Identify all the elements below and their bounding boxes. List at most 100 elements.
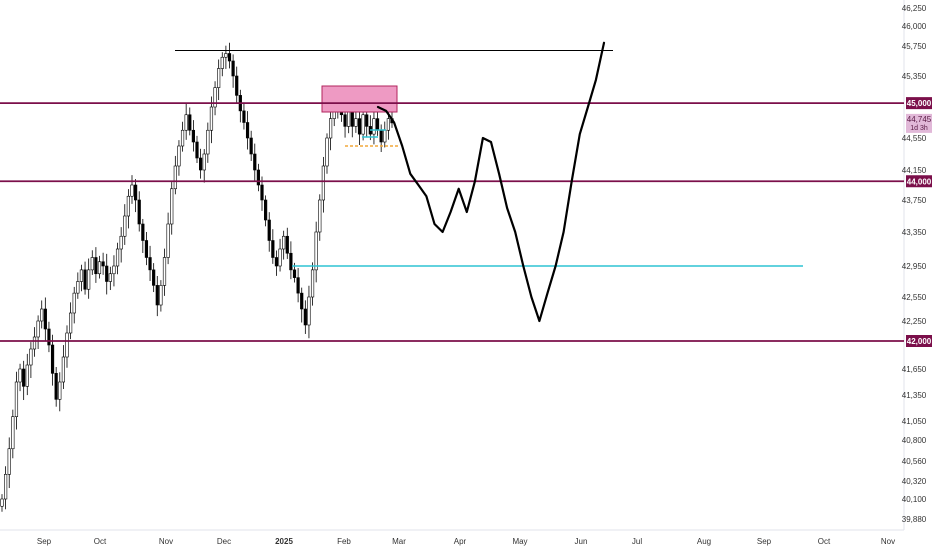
candle-body [191, 129, 195, 143]
candle-body [29, 348, 33, 366]
price-tick-label: 44,550 [902, 134, 927, 143]
projection-path[interactable] [376, 41, 606, 323]
candle-body [162, 257, 167, 286]
candle-body [347, 110, 351, 127]
candle-body [343, 114, 347, 127]
horizontal-levels [0, 102, 904, 342]
candle-body [264, 199, 268, 221]
candle-body [40, 308, 44, 322]
candle-body [50, 344, 55, 374]
level-42000-label: 42,000 [907, 337, 932, 346]
price-tick-label: 39,880 [902, 515, 927, 524]
candle-body [25, 364, 29, 387]
price-tick-label: 43,750 [902, 196, 927, 205]
time-tick-label: May [512, 537, 527, 546]
candle-body [0, 498, 4, 507]
candle-body [61, 356, 65, 383]
candle-body [361, 114, 365, 135]
candle-body [375, 118, 380, 131]
candle-body [235, 75, 239, 96]
price-tick-label: 40,100 [902, 495, 927, 504]
candle-body [130, 184, 134, 197]
price-tick-label: 43,350 [902, 228, 927, 237]
price-tick-label: 41,350 [902, 391, 927, 400]
candle-body [134, 184, 138, 201]
candle-body [296, 277, 300, 294]
price-tick-label: 40,320 [902, 477, 927, 486]
candle-body [137, 199, 141, 225]
price-tick-label: 41,050 [902, 417, 927, 426]
candle-body [54, 373, 58, 400]
candle-body [321, 165, 325, 201]
candle-body [148, 257, 152, 271]
candle-body [292, 269, 297, 278]
candle-body [58, 381, 62, 400]
candle-body [199, 157, 203, 171]
candle-body [177, 145, 181, 167]
time-tick-label: Nov [159, 537, 173, 546]
candle-body [126, 195, 130, 217]
candle-body [76, 281, 80, 294]
candle-body [36, 320, 40, 338]
time-tick-label: Feb [337, 537, 351, 546]
candle-body [94, 257, 98, 275]
candle-body [65, 332, 69, 358]
candle-body [180, 129, 185, 147]
price-tick-label: 42,950 [902, 262, 927, 271]
candle-body [256, 169, 260, 186]
candle-body [386, 118, 390, 131]
candle-body [274, 257, 279, 267]
price-tick-label: 46,250 [902, 4, 927, 13]
price-tick-label: 44,150 [902, 166, 927, 175]
candle-body [184, 114, 188, 131]
candle-body [314, 231, 318, 271]
level-42000-label-box [906, 335, 932, 347]
candle-body [159, 285, 163, 306]
price-tick-label: 40,560 [902, 457, 927, 466]
candle-body [155, 285, 159, 306]
candle-body [267, 219, 271, 241]
time-tick-label: Mar [392, 537, 406, 546]
candle-body [354, 118, 358, 127]
time-tick-label: Oct [818, 537, 831, 546]
candle-body [32, 336, 37, 350]
candle-body [213, 87, 217, 108]
candle-body [285, 235, 289, 254]
candle-body [43, 308, 47, 330]
candle-body [217, 68, 221, 88]
level-44000-label: 44,000 [907, 177, 932, 186]
candle-body [206, 129, 210, 155]
time-tick-label: Oct [94, 537, 107, 546]
candle-body [166, 223, 170, 258]
price-tick-label: 45,350 [902, 72, 927, 81]
time-tick-label: Jun [575, 537, 588, 546]
resistance-zone-group [321, 85, 398, 113]
candle-body [79, 269, 84, 282]
time-tick-label: Aug [697, 537, 711, 546]
candle-body [69, 312, 73, 334]
candle-body [350, 110, 354, 127]
current-price-countdown: 1d 3h [910, 125, 928, 132]
resistance-zone-box [321, 85, 398, 113]
candle-body [307, 296, 311, 326]
candle-body [105, 265, 109, 282]
candle-body [115, 248, 120, 267]
level-labels: 45,000 44,000 42,000 [906, 97, 932, 347]
level-45000-label-box [906, 97, 932, 110]
candle-body [90, 257, 94, 271]
candle-body [242, 110, 246, 123]
candle-body [209, 106, 214, 131]
candle-body [260, 184, 264, 201]
candle-body [11, 416, 15, 450]
candle-body [271, 240, 275, 258]
short-markers [345, 129, 398, 147]
candle-body [22, 368, 26, 387]
level-45000-label: 45,000 [907, 99, 932, 108]
price-tick-label: 46,000 [902, 22, 927, 31]
candle-body [372, 118, 376, 135]
time-tick-label: Dec [217, 537, 231, 546]
current-price-box [906, 113, 932, 133]
current-price-badge: 44,745 1d 3h [906, 113, 932, 133]
price-tick-label: 42,250 [902, 317, 927, 326]
